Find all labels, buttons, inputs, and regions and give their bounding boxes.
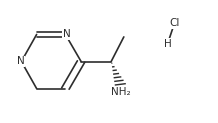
Text: NH₂: NH₂ bbox=[111, 87, 131, 97]
Text: H: H bbox=[164, 39, 171, 49]
Text: Cl: Cl bbox=[169, 18, 180, 28]
Text: N: N bbox=[63, 29, 70, 39]
Text: N: N bbox=[17, 56, 24, 67]
